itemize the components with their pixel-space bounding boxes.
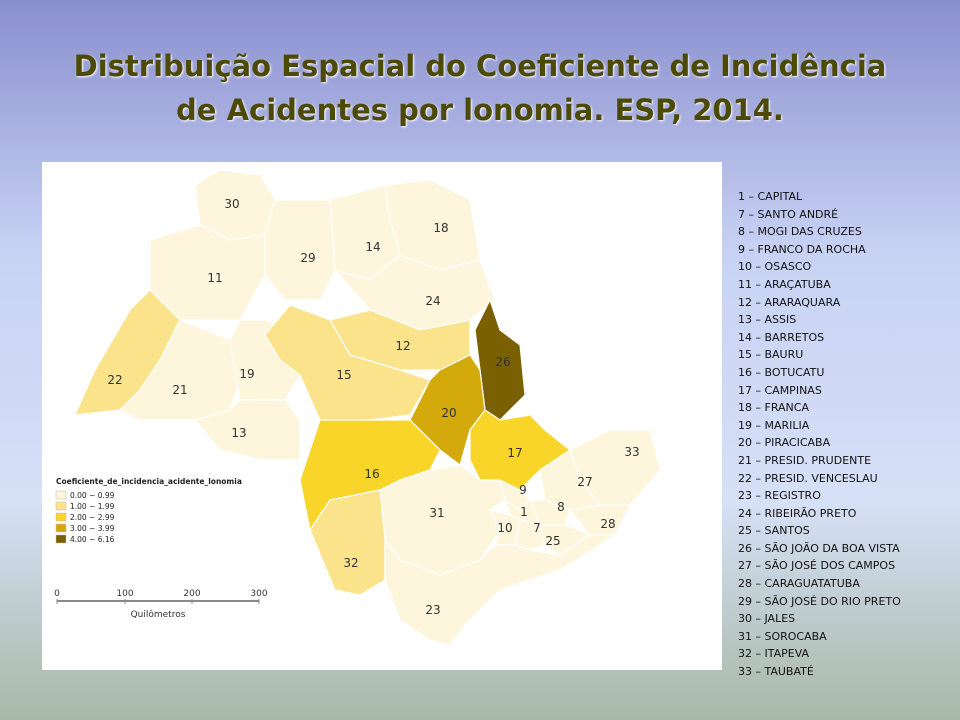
region-label: 18 bbox=[433, 221, 448, 235]
region-label: 1 bbox=[520, 505, 528, 519]
region-list-item: 32 – ITAPEVA bbox=[738, 647, 810, 661]
region-list-item: 25 – SANTOS bbox=[738, 524, 810, 538]
region-list-item: 14 – BARRETOS bbox=[738, 330, 825, 344]
legend-box bbox=[52, 470, 245, 553]
region-list-item: 20 – PIRACICABA bbox=[738, 436, 831, 450]
region-list-item: 10 – OSASCO bbox=[738, 260, 812, 274]
region-list-item: 28 – CARAGUATATUBA bbox=[738, 577, 860, 591]
region-list-item: 7 – SANTO ANDRÉ bbox=[738, 207, 839, 221]
scale-label: 100 bbox=[116, 589, 133, 599]
region bbox=[384, 534, 618, 646]
region-list-item: 13 – ASSIS bbox=[738, 313, 797, 327]
region-label: 22 bbox=[107, 373, 122, 387]
legend-label: 3.00 ~ 3.99 bbox=[70, 524, 115, 533]
region-label: 20 bbox=[441, 406, 456, 420]
region-label: 33 bbox=[624, 445, 639, 459]
region-list-item: 30 – JALES bbox=[738, 612, 796, 626]
region-label: 31 bbox=[429, 506, 444, 520]
region-list-item: 19 – MARILIA bbox=[738, 418, 810, 432]
region-list-item: 33 – TAUBATÉ bbox=[738, 665, 814, 679]
scale-unit: Quilômetros bbox=[131, 609, 186, 620]
region-list-item: 17 – CAMPINAS bbox=[738, 383, 822, 397]
region bbox=[514, 519, 546, 551]
region-list-item: 9 – FRANCO DA ROCHA bbox=[738, 242, 866, 256]
region-label: 10 bbox=[497, 521, 512, 535]
title-line: Distribuição Espacial do Coeficiente de … bbox=[73, 49, 887, 83]
region-list-item: 22 – PRESID. VENCESLAU bbox=[738, 471, 878, 485]
region-label: 14 bbox=[365, 240, 380, 254]
region-label: 25 bbox=[545, 534, 560, 548]
region-label: 21 bbox=[172, 383, 187, 397]
region-label: 30 bbox=[224, 197, 239, 211]
region-list-item: 8 – MOGI DAS CRUZES bbox=[738, 225, 862, 239]
scale-label: 0 bbox=[54, 589, 60, 599]
scale-label: 200 bbox=[183, 589, 200, 599]
region-list-item: 11 – ARAÇATUBA bbox=[738, 277, 831, 291]
legend-swatch bbox=[55, 501, 67, 511]
region-label: 32 bbox=[343, 556, 358, 570]
region-list-item: 15 – BAURU bbox=[738, 348, 804, 362]
legend-swatch bbox=[55, 512, 67, 522]
region-label: 28 bbox=[600, 517, 615, 531]
region-list-item: 31 – SOROCABA bbox=[738, 629, 827, 643]
legend-label: 2.00 ~ 2.99 bbox=[70, 513, 115, 522]
legend-swatch bbox=[55, 490, 67, 500]
scale-label: 300 bbox=[250, 589, 267, 599]
region-label: 16 bbox=[364, 467, 379, 481]
region bbox=[264, 304, 431, 421]
legend-label: 0.00 ~ 0.99 bbox=[70, 491, 115, 500]
region-list-item: 21 – PRESID. PRUDENTE bbox=[738, 453, 872, 467]
region-label: 19 bbox=[239, 367, 254, 381]
legend-swatch bbox=[55, 523, 67, 533]
legend-label: 1.00 ~ 1.99 bbox=[70, 502, 115, 511]
region-list-item: 27 – SÃO JOSÉ DOS CAMPOS bbox=[738, 559, 896, 573]
region-label: 8 bbox=[557, 500, 565, 514]
region bbox=[193, 399, 301, 461]
region-label: 13 bbox=[231, 426, 246, 440]
region-label: 23 bbox=[425, 603, 440, 617]
legend-label: 4.00 ~ 6.16 bbox=[70, 535, 115, 544]
legend-title: Coeficiente_de_incidencia_acidente_lonom… bbox=[56, 477, 242, 486]
region-label: 15 bbox=[336, 368, 351, 382]
region-list-item: 18 – FRANCA bbox=[738, 401, 809, 415]
region-label: 11 bbox=[207, 271, 222, 285]
region-label: 9 bbox=[519, 483, 527, 497]
region-label: 17 bbox=[507, 446, 522, 460]
region-label: 27 bbox=[577, 475, 592, 489]
region-list-item: 23 – REGISTRO bbox=[738, 489, 821, 503]
region-label: 29 bbox=[300, 251, 315, 265]
region-list-item: 26 – SÃO JOÃO DA BOA VISTA bbox=[738, 541, 900, 555]
legend-swatch bbox=[55, 534, 67, 544]
region-list-item: 24 – RIBEIRÃO PRETO bbox=[738, 506, 857, 520]
region-label: 12 bbox=[395, 339, 410, 353]
region-label: 7 bbox=[533, 521, 541, 535]
region-list-item: 1 – CAPITAL bbox=[738, 190, 803, 203]
region bbox=[568, 504, 631, 536]
region-label: 24 bbox=[425, 294, 440, 308]
region-list-item: 29 – SÃO JOSÉ DO RIO PRETO bbox=[738, 594, 901, 608]
region-list: 1 – CAPITAL 7 – SANTO ANDRÉ 8 – MOGI DAS C… bbox=[738, 188, 928, 681]
region-label: 26 bbox=[495, 355, 510, 369]
region-list-item: 16 – BOTUCATU bbox=[738, 365, 825, 379]
title: Distribuição Espacial do Coeficiente de … bbox=[0, 44, 960, 132]
region-list-item: 12 – ARARAQUARA bbox=[738, 295, 841, 309]
title-line: de Acidentes por lonomia. ESP, 2014. bbox=[176, 93, 784, 127]
map: 30 18 14 29 11 24 22 21 19 13 12 15 26 20 17 16 33 27 9 8 1 2… bbox=[42, 162, 722, 670]
region bbox=[264, 199, 336, 301]
